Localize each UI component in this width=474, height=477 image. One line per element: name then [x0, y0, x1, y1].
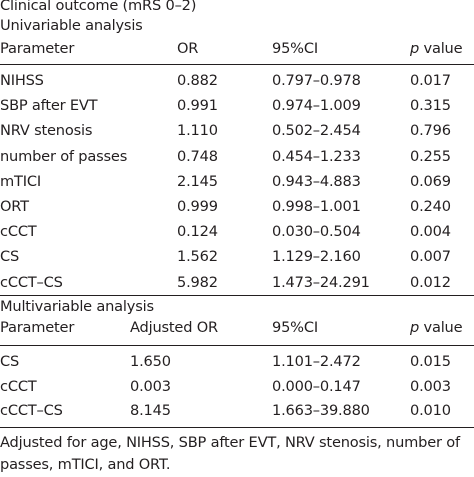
header-adjusted-or: Adjusted OR	[130, 319, 218, 336]
cell-or: 0.003	[130, 377, 171, 395]
cell-p-value: 0.003	[410, 377, 451, 395]
multivariable-heading: Multivariable analysis	[0, 298, 154, 315]
cell-parameter: NRV stenosis	[0, 122, 93, 140]
table-row: cCCT–CS 8.145 1.663–39.880 0.010	[0, 402, 474, 420]
cell-parameter: cCCT–CS	[0, 402, 63, 419]
cell-ci: 0.502–2.454	[272, 122, 361, 140]
univariable-header-rule	[0, 64, 474, 65]
cell-p-value: 0.315	[410, 97, 451, 115]
univariable-header-row: Parameter OR 95%CI p value	[0, 40, 474, 58]
cell-parameter: CS	[0, 248, 20, 266]
cell-p-value: 0.796	[410, 122, 451, 140]
cell-parameter: mTICI	[0, 172, 41, 190]
cell-or: 1.650	[130, 353, 171, 370]
table-row: NIHSS 0.882 0.797–0.978 0.017	[0, 72, 474, 90]
cell-or: 0.748	[177, 147, 218, 165]
univariable-bottom-rule	[0, 295, 474, 296]
table-row: cCCT 0.003 0.000–0.147 0.003	[0, 378, 474, 396]
univariable-heading: Univariable analysis	[0, 17, 143, 34]
table-row: mTICI 2.145 0.943–4.883 0.069	[0, 173, 474, 191]
cell-p-value: 0.007	[410, 248, 451, 266]
table-row: cCCT 0.124 0.030–0.504 0.004	[0, 223, 474, 241]
cell-p-value: 0.010	[410, 402, 451, 419]
header-parameter: Parameter	[0, 40, 75, 57]
cell-ci: 1.473–24.291	[272, 273, 370, 291]
cell-parameter: SBP after EVT	[0, 97, 98, 115]
multivariable-header-row: Parameter Adjusted OR 95%CI p value	[0, 319, 474, 337]
footnote-line-1: Adjusted for age, NIHSS, SBP after EVT, …	[0, 434, 460, 451]
header-p-value: p value	[410, 319, 463, 336]
cell-ci: 1.129–2.160	[272, 248, 361, 266]
multivariable-bottom-rule	[0, 427, 474, 428]
cell-parameter: ORT	[0, 198, 29, 215]
cell-ci: 0.797–0.978	[272, 72, 361, 89]
cell-ci: 0.030–0.504	[272, 223, 361, 241]
cell-parameter: NIHSS	[0, 72, 44, 89]
table-row: CS 1.562 1.129–2.160 0.007	[0, 248, 474, 266]
cell-or: 1.562	[177, 248, 218, 266]
table-row: SBP after EVT 0.991 0.974–1.009 0.315	[0, 97, 474, 115]
cell-or: 8.145	[130, 402, 171, 419]
cell-parameter: CS	[0, 353, 20, 370]
cell-ci: 1.663–39.880	[272, 402, 370, 419]
cell-ci: 1.101–2.472	[272, 353, 361, 370]
table-row: NRV stenosis 1.110 0.502–2.454 0.796	[0, 122, 474, 140]
cell-p-value: 0.004	[410, 223, 451, 241]
table-row: CS 1.650 1.101–2.472 0.015	[0, 353, 474, 371]
cell-or: 0.999	[177, 198, 218, 215]
cell-parameter: cCCT–CS	[0, 273, 63, 291]
cell-ci: 0.998–1.001	[272, 198, 361, 215]
footnote-line-2: passes, mTICI, and ORT.	[0, 456, 171, 473]
cell-parameter: cCCT	[0, 377, 37, 395]
cell-or: 1.110	[177, 122, 218, 140]
header-ci: 95%CI	[272, 40, 318, 57]
cell-or: 0.882	[177, 72, 218, 89]
table-row: ORT 0.999 0.998–1.001 0.240	[0, 198, 474, 216]
table-row: cCCT–CS 5.982 1.473–24.291 0.012	[0, 274, 474, 292]
cell-p-value: 0.069	[410, 172, 451, 190]
cell-or: 0.991	[177, 97, 218, 115]
header-p-value: p value	[410, 40, 463, 57]
cell-ci: 0.974–1.009	[272, 97, 361, 115]
header-or: OR	[177, 40, 199, 57]
cell-ci: 0.000–0.147	[272, 377, 361, 395]
cell-parameter: cCCT	[0, 223, 37, 241]
cell-p-value: 0.012	[410, 273, 451, 291]
cell-p-value: 0.255	[410, 147, 451, 165]
cell-p-value: 0.017	[410, 72, 451, 89]
header-ci: 95%CI	[272, 319, 318, 336]
cell-ci: 0.454–1.233	[272, 147, 361, 165]
cell-or: 0.124	[177, 223, 218, 241]
cell-p-value: 0.015	[410, 353, 451, 370]
header-parameter: Parameter	[0, 319, 75, 336]
table-row: number of passes 0.748 0.454–1.233 0.255	[0, 148, 474, 166]
cell-or: 2.145	[177, 172, 218, 190]
cell-ci: 0.943–4.883	[272, 172, 361, 190]
multivariable-header-rule	[0, 345, 474, 346]
table-title: Clinical outcome (mRS 0–2)	[0, 0, 197, 14]
cell-or: 5.982	[177, 273, 218, 291]
cell-parameter: number of passes	[0, 147, 128, 165]
cell-p-value: 0.240	[410, 198, 451, 215]
